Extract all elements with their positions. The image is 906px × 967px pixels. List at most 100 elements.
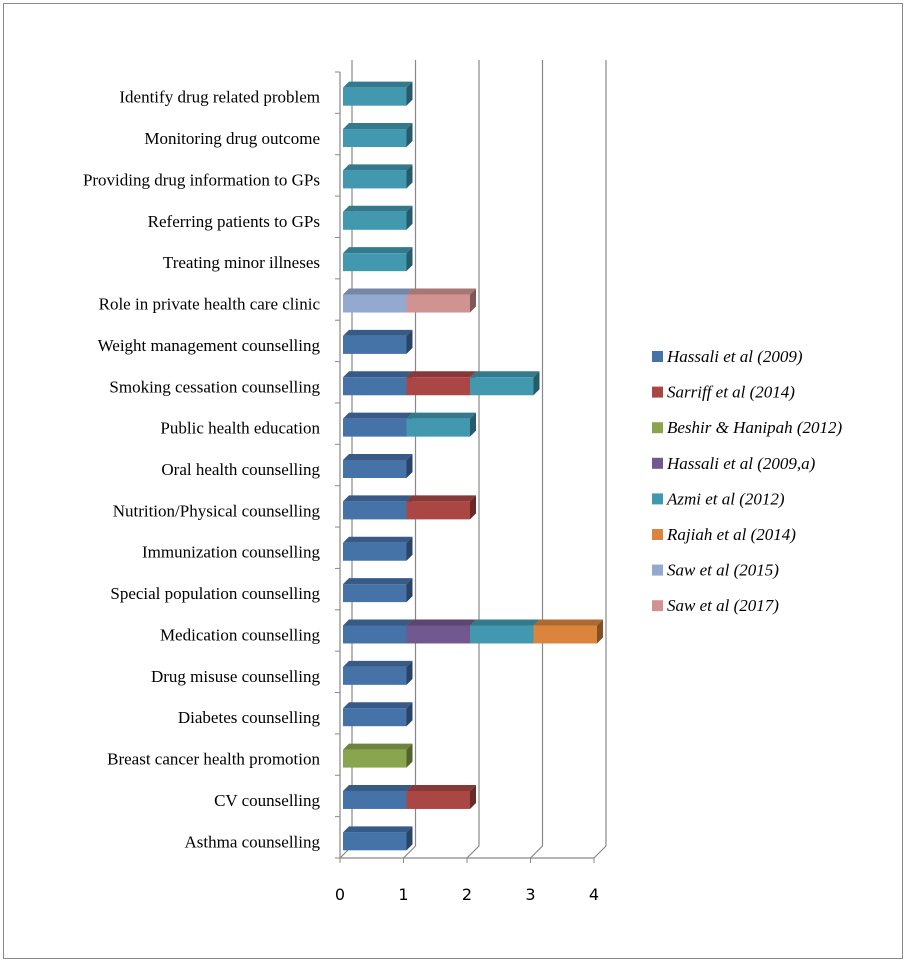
bar-group: [343, 660, 413, 685]
bar-segment: [343, 584, 407, 603]
bar-side: [406, 578, 413, 603]
bar-segment: [343, 542, 407, 561]
bar-side: [406, 702, 413, 727]
bar-side: [406, 205, 413, 230]
bar-segment: [343, 170, 407, 189]
bar-top: [343, 702, 413, 709]
legend-label: Saw et al (2017): [667, 596, 779, 615]
floor-gridline: [593, 845, 607, 859]
bar-top: [343, 619, 413, 626]
bar-segment: [343, 625, 407, 644]
bar-segment: [343, 253, 407, 272]
bar-top: [343, 743, 413, 750]
bar-side: [406, 123, 413, 148]
bar-top: [343, 495, 413, 502]
bar-side: [406, 81, 413, 106]
bar-segment: [343, 335, 407, 354]
category-label: Referring patients to GPs: [148, 212, 320, 231]
chart-border: [3, 3, 903, 959]
bar-group: [343, 205, 413, 230]
bar-segment: [470, 377, 534, 396]
bar-top: [343, 454, 413, 460]
bar-segment: [343, 501, 407, 520]
legend-label: Beshir & Hanipah (2012): [667, 418, 843, 437]
bar-group: [343, 247, 413, 272]
legend-label: Hassali et al (2009,a): [666, 454, 816, 473]
bar-side: [406, 164, 413, 189]
bar-segment: [343, 832, 407, 851]
legend-label: Sarriff et al (2014): [667, 383, 795, 402]
bar-group: [343, 123, 413, 148]
category-label: Diabetes counselling: [178, 708, 321, 727]
bar-group: [343, 702, 413, 727]
category-label: Breast cancer health promotion: [107, 750, 320, 769]
legend-label: Hassali et al (2009): [666, 347, 803, 366]
x-tick-label: 1: [398, 885, 408, 904]
bar-group: [343, 743, 413, 768]
bar-top: [470, 371, 540, 378]
bar-top: [406, 784, 476, 791]
bar-top: [343, 329, 413, 336]
bar-group: [343, 288, 476, 313]
bar-group: [343, 784, 476, 809]
legend-swatch: [652, 386, 663, 398]
bar-group: [343, 81, 413, 106]
bar-top: [343, 247, 413, 254]
floor-gridline: [466, 845, 480, 859]
bar-side: [470, 495, 476, 520]
bar-segment: [343, 460, 407, 478]
category-label: Role in private health care clinic: [99, 295, 321, 314]
bar-segment: [343, 749, 407, 768]
bar-top: [406, 412, 476, 419]
bar-segment: [343, 294, 407, 313]
bar-segment: [406, 418, 470, 437]
x-tick-label: 2: [462, 885, 472, 904]
bar-segment: [343, 129, 407, 148]
floor-gridline: [403, 845, 416, 859]
bar-side: [533, 371, 540, 396]
bar-group: [343, 536, 413, 561]
bar-group: [343, 578, 413, 603]
bar-group: [343, 454, 413, 478]
bar-side: [406, 329, 413, 354]
x-tick-label: 0: [335, 885, 345, 904]
bar-top: [343, 578, 413, 585]
bar-top: [343, 660, 413, 667]
bar-segment: [343, 418, 407, 437]
bar-top: [406, 371, 476, 378]
bar-top: [533, 619, 603, 626]
bar-side: [470, 784, 476, 809]
category-label: Medication counselling: [160, 625, 321, 644]
bar-top: [343, 288, 413, 295]
x-tick-label: 3: [525, 885, 535, 904]
x-tick-label: 4: [589, 885, 599, 904]
bar-side: [406, 536, 413, 561]
bar-segment: [406, 790, 470, 809]
bar-segment: [343, 87, 407, 106]
bar-side: [406, 743, 413, 768]
bar-side: [597, 619, 603, 644]
bar-group: [343, 412, 476, 437]
bar-top: [406, 495, 476, 502]
category-label: Nutrition/Physical counselling: [113, 501, 321, 520]
bar-group: [343, 329, 413, 354]
bar-top: [343, 81, 413, 88]
bar-top: [343, 536, 413, 543]
category-label: Weight management counselling: [98, 336, 321, 355]
bar-segment: [343, 790, 407, 809]
legend-swatch: [652, 564, 663, 576]
bar-top: [406, 288, 476, 295]
bar-top: [470, 619, 540, 626]
bar-side: [470, 412, 476, 437]
bar-side: [406, 826, 413, 851]
bar-segment: [343, 211, 407, 230]
legend-swatch: [652, 493, 663, 505]
legend-swatch: [652, 351, 663, 362]
bar-segment: [533, 625, 597, 644]
bar-group: [343, 619, 603, 644]
bar-top: [343, 123, 413, 130]
bar-segment: [406, 377, 470, 396]
bar-segment: [406, 625, 470, 644]
